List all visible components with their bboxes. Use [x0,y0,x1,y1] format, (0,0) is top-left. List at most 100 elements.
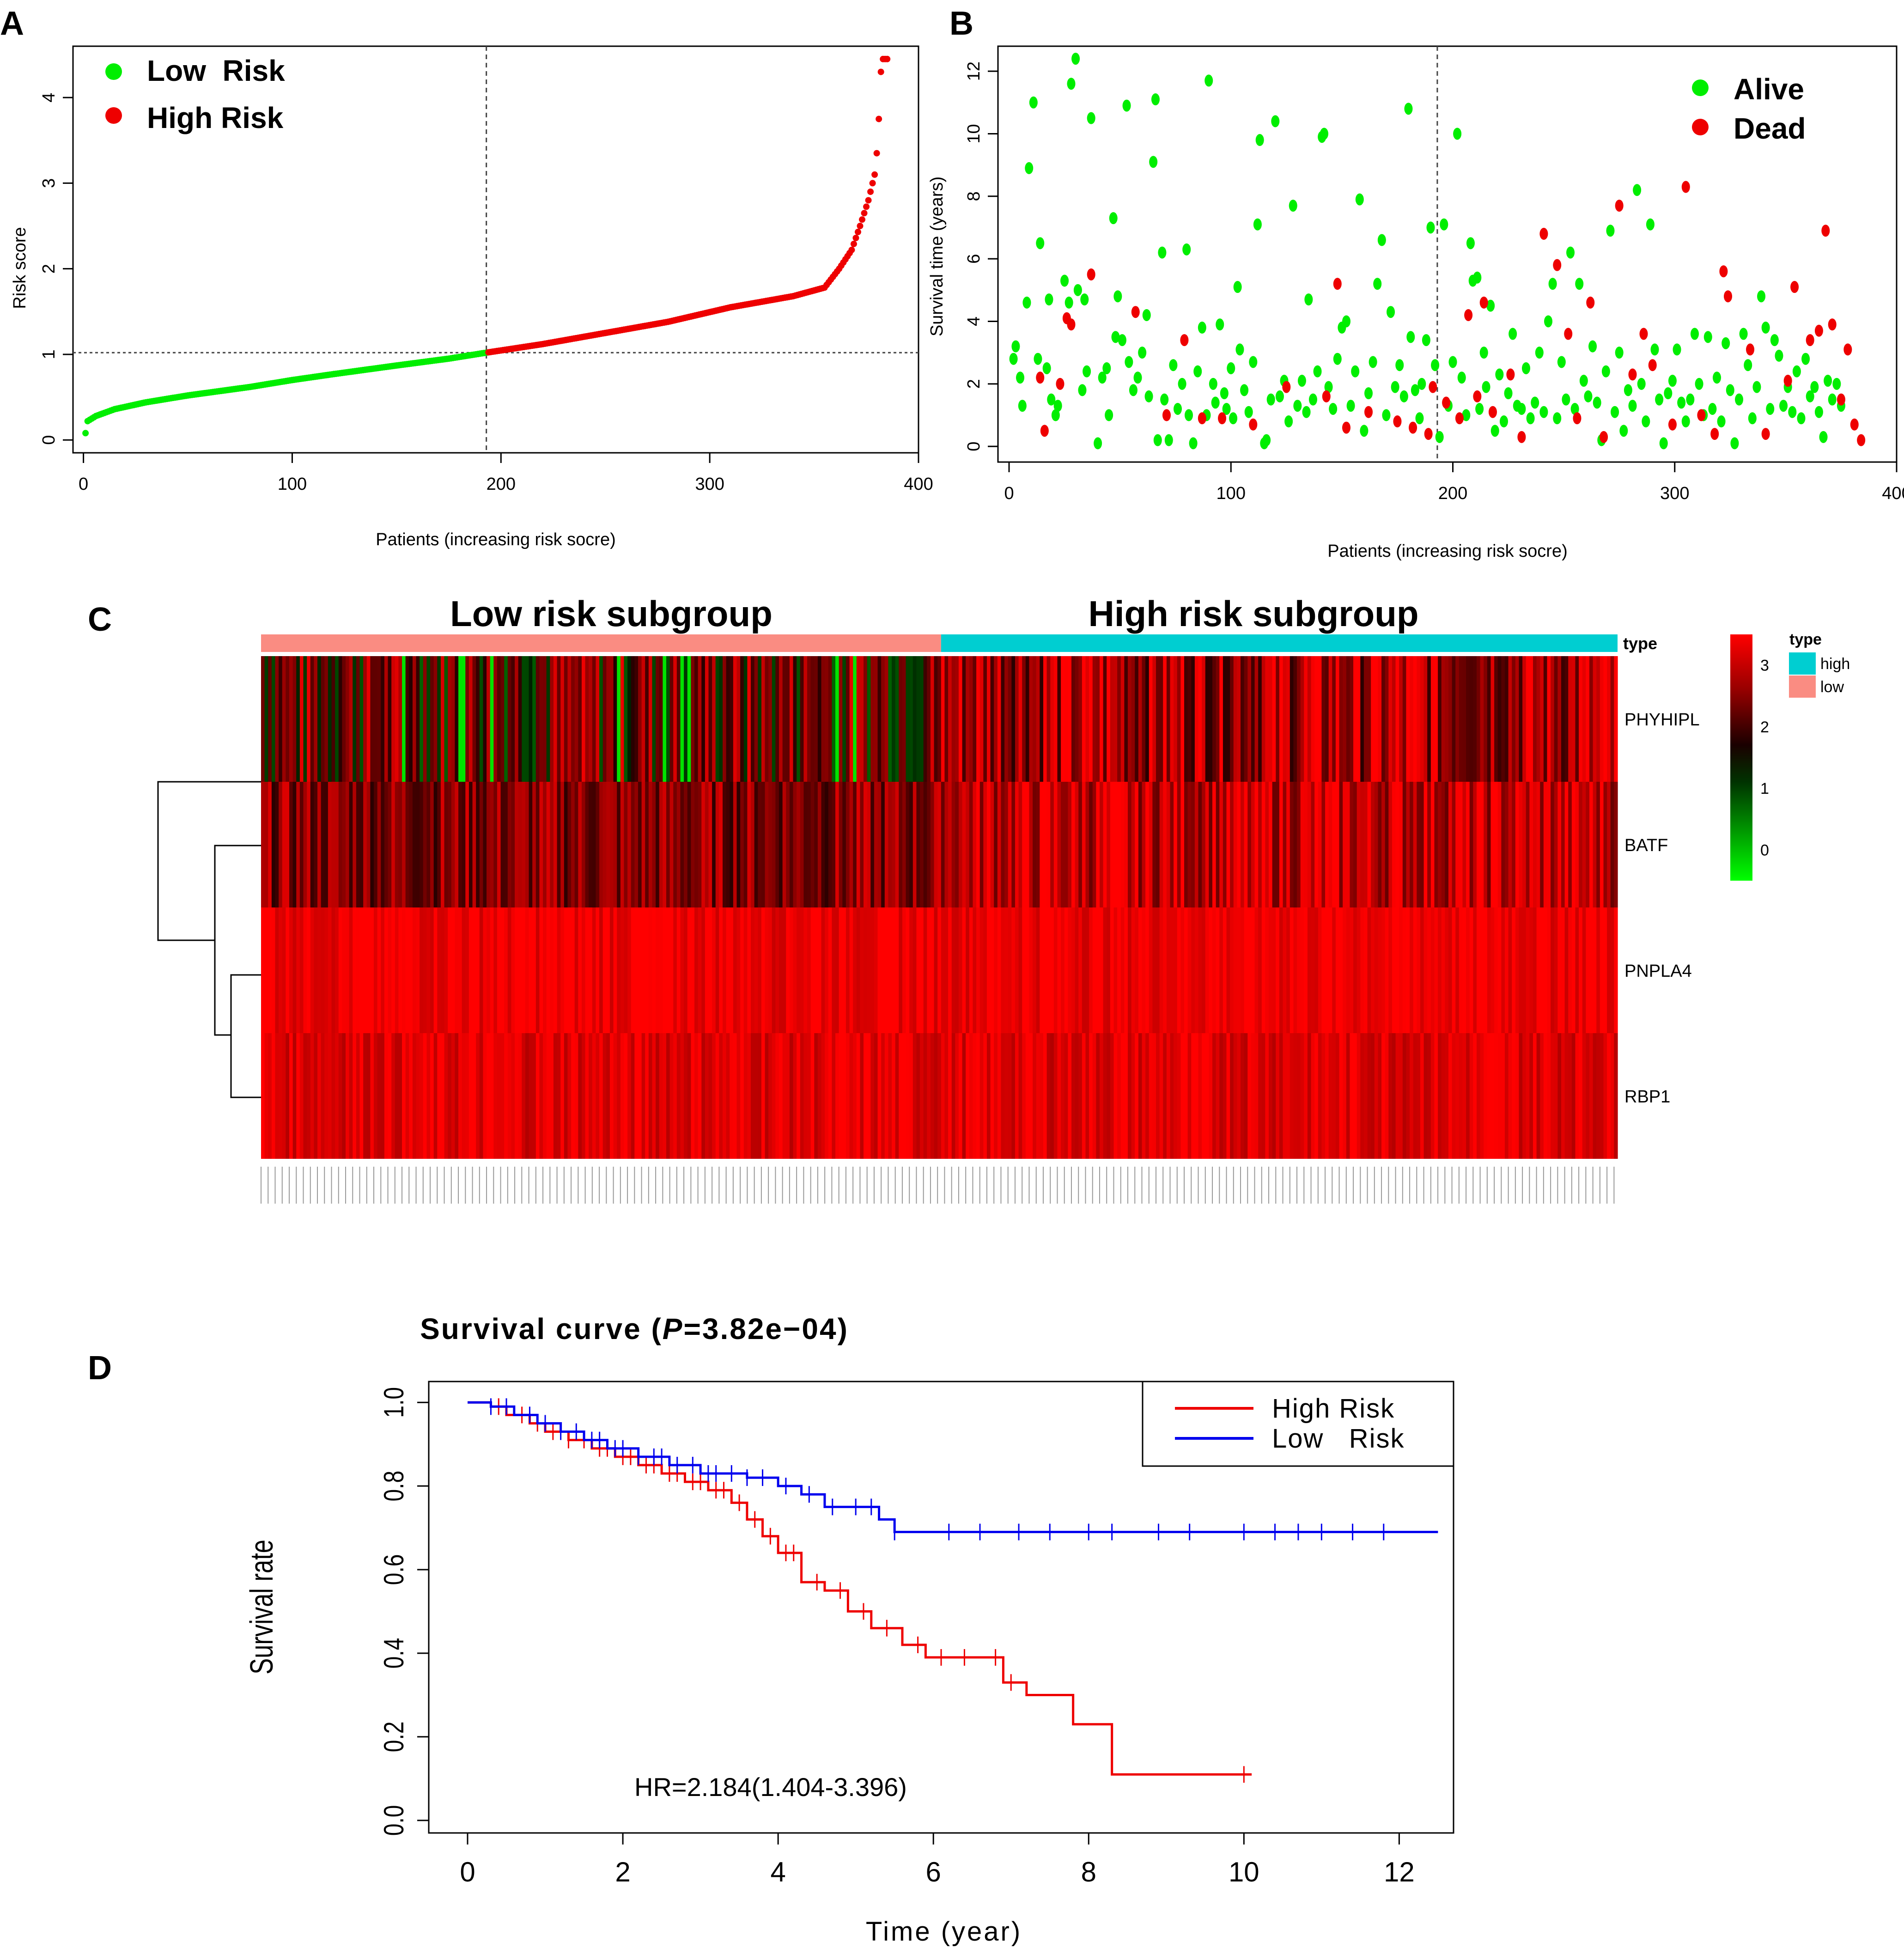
heatmap-cell [624,782,627,907]
heatmap-cell [567,782,571,907]
heatmap-cell [881,1033,885,1159]
alive-point [1220,387,1229,399]
heatmap-cell [599,782,603,907]
heatmap-cell [793,1033,797,1159]
heatmap-cell [1350,782,1353,907]
heatmap-cell [1219,656,1223,782]
heatmap-cell [388,782,392,907]
heatmap-cell [370,782,374,907]
heatmap-cell [282,656,286,782]
heatmap-cell [1431,1033,1435,1159]
heatmap-cell [289,656,293,782]
heatmap-cell [1244,656,1248,782]
alive-point [1123,100,1131,112]
heatmap-cell [1216,907,1220,1033]
heatmap-cell [1283,1033,1287,1159]
heatmap-cell [1156,1033,1160,1159]
heatmap-cell [973,907,976,1033]
alive-point [1074,284,1082,296]
heatmap-cell [402,782,406,907]
heatmap-cell [1283,656,1287,782]
heatmap-cell [381,907,384,1033]
heatmap-cell [931,782,934,907]
heatmap-cell [279,656,282,782]
heatmap-cell [1381,1033,1385,1159]
heatmap-cell [1138,907,1142,1033]
heatmap-cell [275,656,279,782]
heatmap-cell [867,1033,871,1159]
heatmap-cell [1554,782,1558,907]
heatmap-cell [1410,782,1413,907]
heatmap-cell [1611,782,1614,907]
heatmap-cell [289,1033,293,1159]
heatmap-cell [335,656,339,782]
heatmap-cell [870,782,874,907]
alive-point [1118,334,1126,346]
heatmap-cell [409,1033,413,1159]
heatmap-cell [1057,1033,1061,1159]
heatmap-cell [927,907,931,1033]
heatmap-cell [279,907,282,1033]
heatmap-cell [536,782,540,907]
heatmap-cell [839,907,843,1033]
alive-point [1045,293,1053,305]
heatmap-cell [1135,1033,1138,1159]
heatmap-cell [1170,656,1174,782]
x-tick-label-d: 10 [1229,1857,1259,1887]
heatmap-cell [575,907,578,1033]
heatmap-cell [1050,907,1054,1033]
risk-point [871,171,878,178]
alive-point [1624,384,1632,396]
heatmap-cell [828,656,832,782]
heatmap-cell [1509,1033,1512,1159]
heatmap-cell [694,907,698,1033]
heatmap-cell [687,656,691,782]
heatmap-cell [1269,656,1272,782]
heatmap-cell [881,656,885,782]
heatmap-cell [1431,656,1435,782]
heatmap-cell [451,656,455,782]
heatmap-cell [1512,782,1515,907]
heatmap-cell [1582,782,1586,907]
heatmap-cell [1392,656,1396,782]
heatmap-cell [367,907,371,1033]
heatmap-cell [1008,656,1012,782]
heatmap-cell [328,1033,332,1159]
heatmap-cell [480,782,483,907]
alive-point [1708,403,1716,415]
heatmap-cell [1054,1033,1058,1159]
heatmap-cell [1329,782,1332,907]
heatmap-cell [1167,907,1170,1033]
heatmap-cell [575,782,578,907]
heatmap-cell [1611,907,1614,1033]
heatmap-cell [1015,1033,1019,1159]
heatmap-cell [1142,656,1145,782]
alive-point [1333,353,1342,365]
heatmap-cell [1160,782,1163,907]
heatmap-cell [1343,656,1346,782]
heatmap-cell [1360,907,1364,1033]
heatmap-cell [1455,656,1459,782]
heatmap-cell [342,656,346,782]
heatmap-cell [1600,907,1604,1033]
heatmap-cell [1325,656,1329,782]
heatmap-cell [310,1033,314,1159]
heatmap-cell [282,1033,286,1159]
heatmap-cell [1332,656,1336,782]
heatmap-cell [1177,656,1181,782]
heatmap-cell [916,656,920,782]
heatmap-cell [716,782,719,907]
heatmap-cell [328,907,332,1033]
heatmap-cell [1505,1033,1509,1159]
alive-point [1562,394,1570,406]
heatmap-cell [1244,782,1248,907]
heatmap-cell [349,656,353,782]
heatmap-cell [430,782,434,907]
alive-point [1637,378,1646,390]
y-tick-label-d: 0.6 [378,1554,409,1585]
heatmap-cell [1142,907,1145,1033]
heatmap-cell [825,656,828,782]
chart-title-p: P [663,1312,684,1345]
heatmap-cell [1170,907,1174,1033]
heatmap-cell [437,656,441,782]
